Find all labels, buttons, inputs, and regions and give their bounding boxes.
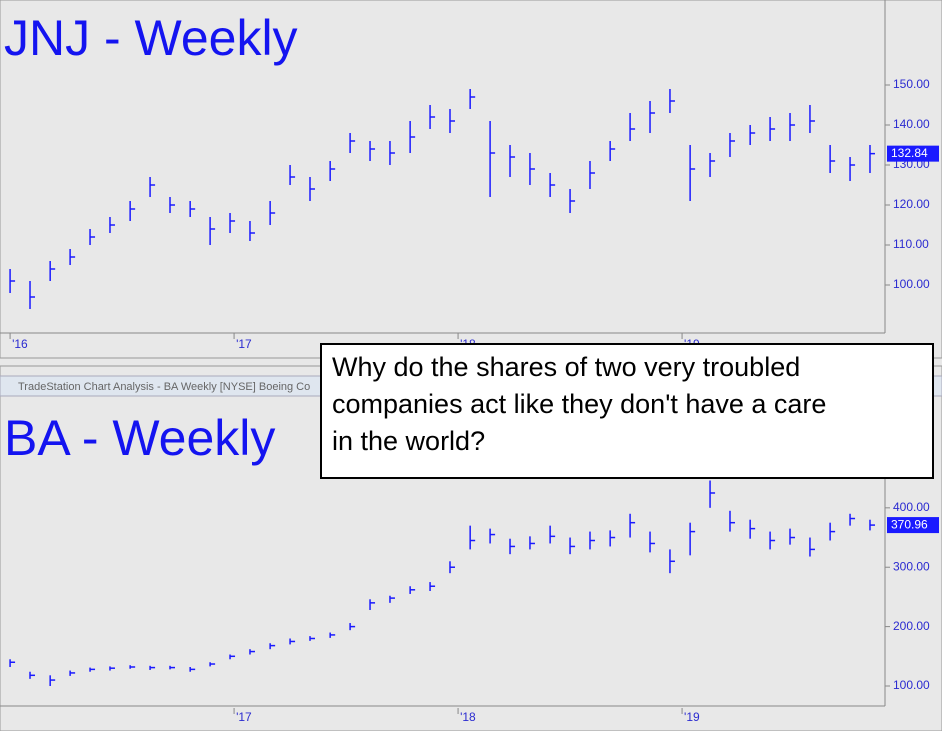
window-title: TradeStation Chart Analysis - BA Weekly …	[18, 381, 310, 393]
y-tick-label: 120.00	[893, 197, 930, 211]
y-tick-label: 300.00	[893, 559, 930, 573]
last-price-label: 370.96	[891, 517, 928, 531]
annotation-line: in the world?	[332, 426, 486, 456]
y-tick-label: 100.00	[893, 678, 930, 692]
x-tick-label: '19	[684, 710, 700, 724]
last-price-label: 132.84	[891, 146, 928, 160]
y-tick-label: 140.00	[893, 117, 930, 131]
y-tick-label: 400.00	[893, 500, 930, 514]
y-tick-label: 150.00	[893, 77, 930, 91]
annotation-line: Why do the shares of two very troubled	[332, 352, 801, 382]
y-tick-label: 200.00	[893, 619, 930, 633]
chart-title: JNJ - Weekly	[4, 10, 298, 66]
x-tick-label: '18	[460, 710, 476, 724]
x-tick-label: '16	[12, 337, 28, 351]
x-tick-label: '17	[236, 710, 252, 724]
y-tick-label: 100.00	[893, 277, 930, 291]
y-tick-label: 110.00	[893, 237, 929, 251]
last-price-box	[887, 145, 939, 162]
x-tick-label: '17	[236, 337, 252, 351]
chart-title: BA - Weekly	[4, 410, 275, 466]
last-price-box	[887, 517, 939, 534]
annotation-line: companies act like they don't have a car…	[332, 389, 827, 419]
annotation: Why do the shares of two very troubled co…	[320, 343, 934, 479]
panel-top	[0, 0, 942, 359]
